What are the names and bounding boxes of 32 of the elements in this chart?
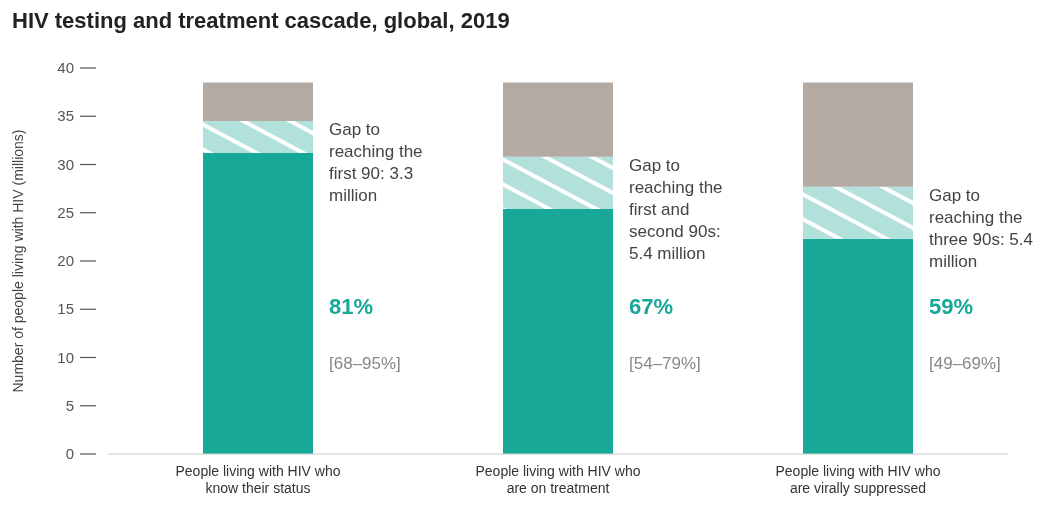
annotation: [49–69%] <box>929 354 1001 373</box>
annotation: [54–79%] <box>629 354 701 373</box>
annotation: 59% <box>929 294 974 319</box>
bar <box>203 82 313 122</box>
bar <box>203 152 313 454</box>
bar <box>803 238 913 454</box>
chart-title: HIV testing and treatment cascade, global, 2019 <box>11 8 511 35</box>
bar <box>803 82 913 187</box>
y-tick-label: 15 <box>57 300 74 318</box>
y-tick-label: 10 <box>57 348 74 366</box>
y-tick-label: 0 <box>65 445 74 462</box>
bar <box>503 208 613 454</box>
y-tick-label: 30 <box>57 155 74 173</box>
annotation: 81% <box>329 294 374 319</box>
x-tick-label: People living with HIV who know their status <box>175 463 341 496</box>
bar <box>503 156 613 209</box>
y-tick-label: 35 <box>57 107 74 125</box>
y-tick-label: 40 <box>57 59 74 76</box>
y-tick-label: 20 <box>57 252 74 269</box>
bar <box>503 82 613 157</box>
annotation: Gap to reaching the three 90s: 5.4 million <box>929 185 1033 271</box>
x-tick-label: People living with HIV who are virally suppressed <box>775 463 941 496</box>
x-tick-label: People living with HIV who are on treatment <box>475 463 641 496</box>
y-tick-label: 25 <box>57 203 74 221</box>
bar <box>203 121 313 153</box>
annotation: 67% <box>629 294 674 319</box>
bar <box>803 186 913 239</box>
y-tick-label: 5 <box>65 396 74 414</box>
y-axis-title: Number of people living with HIV (millions) <box>9 129 26 393</box>
annotation: Gap to reaching the first and second 90s: 5.4 million <box>629 155 723 263</box>
annotation: [68–95%] <box>329 354 401 373</box>
annotation: Gap to reaching the first 90: 3.3 million <box>329 120 423 206</box>
